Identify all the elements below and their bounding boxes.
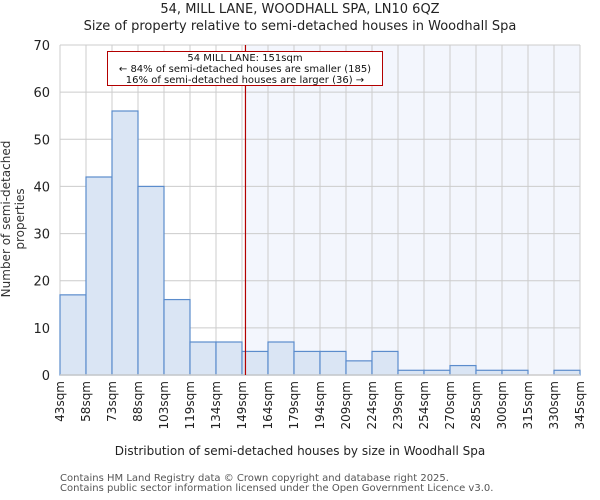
- x-axis-label: Distribution of semi-detached houses by …: [114, 444, 486, 458]
- x-tick-label: 345sqm: [573, 381, 587, 429]
- y-tick-label: 70: [33, 39, 50, 54]
- highlight-region: [245, 45, 580, 375]
- chart-subtitle: Size of property relative to semi-detach…: [83, 19, 517, 34]
- x-tick-label: 315sqm: [521, 381, 535, 429]
- histogram-bar: [293, 350, 321, 376]
- x-tick-label: 270sqm: [443, 381, 457, 429]
- x-tick-label: 209sqm: [339, 381, 353, 429]
- x-tick-label: 119sqm: [183, 381, 197, 429]
- histogram-bar: [449, 364, 477, 376]
- histogram-bar: [189, 341, 217, 376]
- y-tick-label: 20: [33, 275, 50, 290]
- annotation-title: 54 MILL LANE: 151sqm: [187, 53, 303, 64]
- x-tick-label: 88sqm: [131, 381, 145, 422]
- histogram-bar: [371, 350, 399, 376]
- x-tick-label: 179sqm: [287, 381, 301, 429]
- y-axis-label: Number of semi-detached properties: [0, 140, 27, 298]
- x-tick-label: 43sqm: [53, 381, 67, 422]
- x-tick-label: 330sqm: [547, 381, 561, 429]
- x-tick-label: 134sqm: [209, 381, 223, 429]
- y-tick-label: 10: [33, 322, 50, 337]
- histogram-bar: [163, 298, 191, 376]
- histogram-bar: [215, 341, 243, 376]
- y-tick-label: 30: [33, 228, 50, 243]
- annotation-smaller: ← 84% of semi-detached houses are smalle…: [118, 64, 372, 75]
- x-tick-label: 103sqm: [157, 381, 171, 429]
- histogram-bar: [111, 110, 139, 376]
- x-tick-label: 149sqm: [235, 381, 249, 429]
- x-tick-label: 73sqm: [105, 381, 119, 422]
- y-tick-label: 40: [33, 180, 50, 195]
- histogram-bar: [59, 294, 87, 376]
- property-annotation-box: 54 MILL LANE: 151sqm ← 84% of semi-detac…: [107, 51, 383, 86]
- histogram-bar: [267, 341, 295, 376]
- histogram-bar: [345, 360, 373, 376]
- footer-copyright: Contains HM Land Registry data © Crown c…: [60, 473, 449, 484]
- x-tick-label: 58sqm: [79, 381, 93, 422]
- x-tick-label: 285sqm: [469, 381, 483, 429]
- histogram-bar: [319, 350, 347, 376]
- x-tick-label: 164sqm: [261, 381, 275, 429]
- histogram-bar: [137, 185, 165, 376]
- x-tick-label: 224sqm: [365, 381, 379, 429]
- x-tick-label: 194sqm: [313, 381, 327, 429]
- chart-title: 54, MILL LANE, WOODHALL SPA, LN10 6QZ: [160, 2, 440, 17]
- footer-licence: Contains public sector information licen…: [60, 483, 494, 494]
- y-tick-label: 60: [33, 86, 50, 101]
- y-tick-label: 0: [42, 369, 50, 384]
- x-tick-label: 300sqm: [495, 381, 509, 429]
- y-tick-label: 50: [33, 133, 50, 148]
- histogram-bar: [85, 176, 113, 376]
- annotation-larger: 16% of semi-detached houses are larger (…: [125, 75, 365, 86]
- x-tick-label: 239sqm: [391, 381, 405, 429]
- x-tick-label: 254sqm: [417, 381, 431, 429]
